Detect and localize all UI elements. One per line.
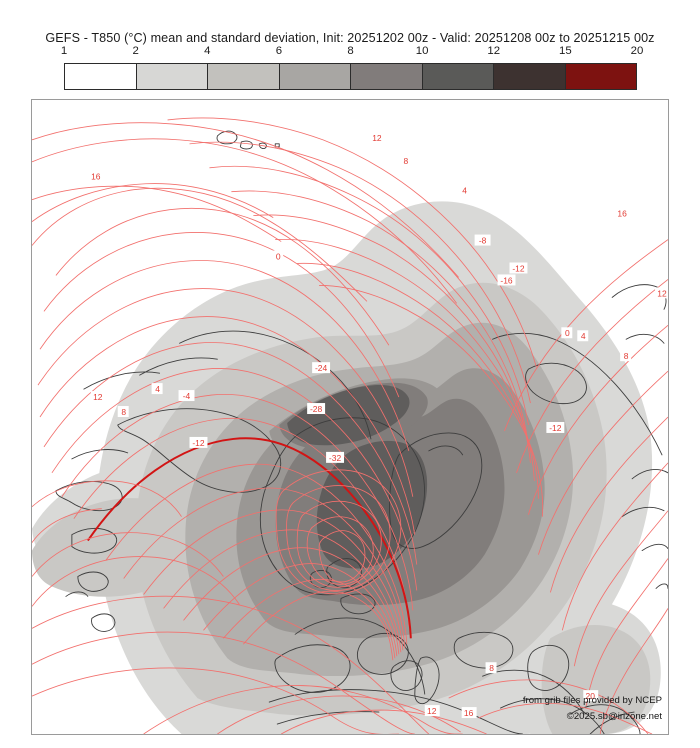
colorbar-tick-2: 2 xyxy=(132,45,139,57)
contour-label: 20 xyxy=(583,690,599,701)
contour-label: 12 xyxy=(369,131,385,143)
contour-label: 0 xyxy=(561,327,573,338)
contour-label: -32 xyxy=(326,451,345,463)
contour-label: 12 xyxy=(424,705,440,716)
svg-text:16: 16 xyxy=(464,708,474,718)
page-title: GEFS - T850 (°C) mean and standard devia… xyxy=(45,31,655,45)
svg-text:12: 12 xyxy=(93,392,103,402)
svg-text:12: 12 xyxy=(372,133,382,143)
contour-zero xyxy=(87,437,412,639)
svg-text:-12: -12 xyxy=(549,423,562,433)
colorbar-ticks: 1 2 4 6 8 10 12 15 20 xyxy=(60,45,644,61)
colorbar-tick-12: 12 xyxy=(487,45,501,57)
colorbar-tick-1: 1 xyxy=(60,45,68,57)
contour-label: 4 xyxy=(458,184,470,196)
svg-text:0: 0 xyxy=(276,251,281,261)
map-frame[interactable]: 12 8 4 0 -8 -12 -16 16 16 12 0 4 8 12 8 … xyxy=(31,99,669,735)
contour-label: 0 xyxy=(272,250,284,261)
svg-text:-28: -28 xyxy=(310,404,323,414)
contour-label-layer: 12 8 4 0 -8 -12 -16 16 16 12 0 4 8 12 8 … xyxy=(88,131,668,718)
svg-text:-12: -12 xyxy=(512,263,525,273)
svg-text:4: 4 xyxy=(462,186,467,196)
map-canvas: 12 8 4 0 -8 -12 -16 16 16 12 0 4 8 12 8 … xyxy=(32,117,668,734)
colorbar-segment-4 xyxy=(278,64,350,89)
contour-layer xyxy=(32,117,668,734)
contour-label: -4 xyxy=(178,390,195,401)
contour-label: 8 xyxy=(399,154,411,166)
contour-label: -12 xyxy=(509,262,528,273)
contour-label: 8 xyxy=(117,406,129,417)
colorbar-segment-3 xyxy=(207,64,279,89)
colorbar-segment-2 xyxy=(135,64,207,89)
colorbar-gradient xyxy=(64,63,637,90)
contour-label: 12 xyxy=(90,391,106,402)
svg-text:-8: -8 xyxy=(479,236,487,246)
svg-text:16: 16 xyxy=(91,172,101,182)
svg-text:0: 0 xyxy=(565,328,570,338)
contour-label: -24 xyxy=(312,362,331,373)
svg-text:8: 8 xyxy=(489,663,494,673)
svg-text:-12: -12 xyxy=(192,438,205,448)
colorbar-tick-15: 15 xyxy=(559,45,572,57)
svg-text:4: 4 xyxy=(581,331,586,341)
contour-label: 8 xyxy=(620,350,632,361)
stddev-shading-layer xyxy=(32,201,661,734)
svg-text:16: 16 xyxy=(617,209,627,219)
contour-label: -12 xyxy=(546,421,565,433)
svg-text:20: 20 xyxy=(586,691,596,701)
colorbar: 1 2 4 6 8 10 12 15 20 xyxy=(61,45,643,90)
colorbar-tick-4: 4 xyxy=(204,45,211,57)
colorbar-tick-20: 20 xyxy=(630,45,644,57)
contour-label: 16 xyxy=(461,707,477,718)
svg-text:-32: -32 xyxy=(329,453,342,463)
svg-text:12: 12 xyxy=(657,288,667,298)
credit-source: from grib files provided by NCEP xyxy=(522,695,662,706)
contour-label: 4 xyxy=(577,330,589,341)
contour-label: 16 xyxy=(88,170,104,182)
colorbar-tick-8: 8 xyxy=(347,45,354,57)
colorbar-segment-5 xyxy=(350,64,422,89)
contour-label: 16 xyxy=(615,207,631,219)
contour-label: 4 xyxy=(151,383,163,394)
contour-label: -16 xyxy=(497,274,516,285)
colorbar-tick-6: 6 xyxy=(275,45,283,57)
colorbar-segment-7 xyxy=(493,64,565,89)
colorbar-segment-1 xyxy=(65,64,136,89)
svg-text:-24: -24 xyxy=(315,363,328,373)
contour-label: -8 xyxy=(474,234,491,246)
svg-text:-16: -16 xyxy=(500,275,513,285)
svg-text:12: 12 xyxy=(427,706,437,716)
contour-label: 8 xyxy=(485,662,497,673)
credit-copyright: ©2025.sb@irizone.net xyxy=(566,711,662,722)
svg-text:8: 8 xyxy=(121,407,126,417)
svg-text:8: 8 xyxy=(624,351,629,361)
contour-label: -12 xyxy=(189,436,208,448)
colorbar-tick-10: 10 xyxy=(415,45,429,57)
colorbar-segment-8 xyxy=(564,64,636,89)
svg-text:8: 8 xyxy=(403,156,408,166)
svg-text:-4: -4 xyxy=(183,391,191,401)
svg-text:4: 4 xyxy=(155,384,160,394)
colorbar-segment-6 xyxy=(421,64,493,89)
contour-label: -28 xyxy=(307,403,326,414)
contour-label: 12 xyxy=(655,287,668,298)
